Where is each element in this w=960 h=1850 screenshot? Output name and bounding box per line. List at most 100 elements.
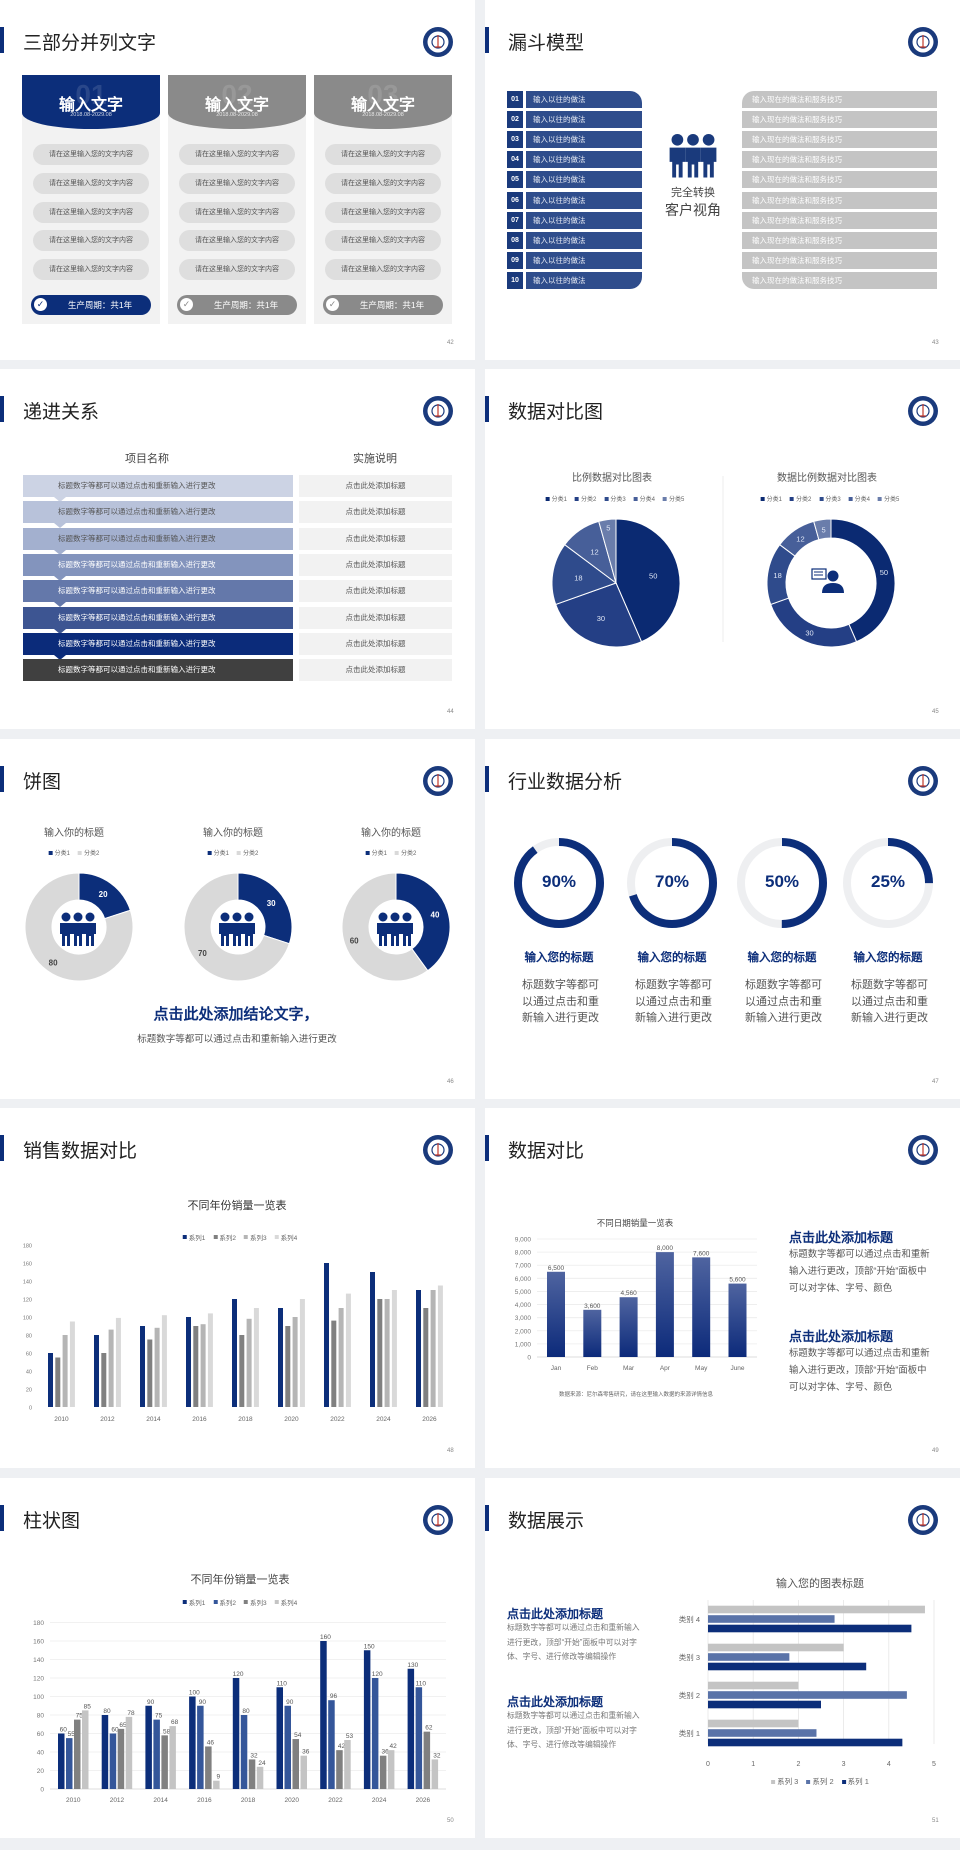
text-pill[interactable]: 请在这里输入您的文字内容 (179, 230, 295, 252)
step-arrow (54, 575, 66, 581)
step-note[interactable]: 点击此处添加标题 (299, 501, 452, 524)
step-note[interactable]: 点击此处添加标题 (299, 553, 452, 576)
current-practice-item[interactable]: 输入现在的做法和服务技巧 (742, 131, 937, 149)
x-tick-label: June (730, 1365, 744, 1372)
text-pill[interactable]: 请在这里输入您的文字内容 (179, 144, 295, 165)
current-practice-item[interactable]: 输入现在的做法和服务技巧 (742, 91, 937, 108)
text-pill[interactable]: 请在这里输入您的文字内容 (325, 259, 441, 281)
y-tick-label: 3,000 (515, 1315, 532, 1322)
text-pill[interactable]: 请在这里输入您的文字内容 (179, 259, 295, 281)
bar-series2-2020 (284, 1705, 291, 1789)
data-label: 90 (147, 1699, 155, 1706)
progression-step[interactable]: 标题数字等都可以通过点击和重新输入进行更改 (23, 553, 293, 576)
step-note[interactable]: 点击此处添加标题 (299, 580, 452, 603)
progression-step[interactable]: 标题数字等都可以通过点击和重新输入进行更改 (23, 580, 293, 603)
hbar-系列 3-类别 4 (708, 1605, 925, 1614)
step-number: 03 (507, 131, 523, 149)
current-practice-item[interactable]: 输入现在的做法和服务技巧 (742, 231, 937, 249)
logo (423, 1505, 453, 1535)
progression-step[interactable]: 标题数字等都可以通过点击和重新输入进行更改 (23, 659, 293, 682)
data-label: 8,000 (657, 1245, 674, 1252)
page-number: 45 (932, 709, 939, 715)
step-note[interactable]: 点击此处添加标题 (299, 659, 452, 682)
progression-step[interactable]: 标题数字等都可以通过点击和重新输入进行更改 (23, 501, 293, 524)
text-pill[interactable]: 请在这里输入您的文字内容 (325, 230, 441, 252)
progression-step[interactable]: 标题数字等都可以通过点击和重新输入进行更改 (23, 475, 293, 497)
legend-swatch (848, 496, 853, 501)
page-number: 46 (447, 1079, 454, 1085)
step-note[interactable]: 点击此处添加标题 (299, 606, 452, 629)
text-pill[interactable]: 请在这里输入您的文字内容 (33, 201, 149, 223)
progression-step[interactable]: 标题数字等都可以通过点击和重新输入进行更改 (23, 632, 293, 655)
category-label: 类别 1 (679, 1728, 700, 1738)
legend-label: 分类2 (84, 851, 100, 857)
center-graphic (669, 133, 717, 178)
slice-label: 50 (649, 571, 657, 580)
current-practice-item[interactable]: 输入现在的做法和服务技巧 (742, 191, 937, 209)
step-note[interactable]: 点击此处添加标题 (299, 632, 452, 655)
x-tick-label: 4 (887, 1761, 891, 1768)
legend-item: 分类3 (604, 494, 626, 503)
note-body: 标题数字等都可以通过点击和重新输入进行更改，顶部“开始”面板中可以对字体、字号、… (789, 1347, 930, 1392)
past-practice-item[interactable]: 输入以往的做法 (526, 131, 642, 149)
data-label: 55 (68, 1731, 76, 1738)
text-pill[interactable]: 请在这里输入您的文字内容 (179, 172, 295, 194)
bar-series4-2014 (161, 1315, 167, 1407)
person-body (685, 147, 701, 178)
text-pill[interactable]: 请在这里输入您的文字内容 (325, 172, 441, 194)
bar-series2-2014 (153, 1719, 160, 1789)
progression-step[interactable]: 标题数字等都可以通过点击和重新输入进行更改 (23, 606, 293, 629)
person-head (687, 133, 699, 146)
current-practice-item[interactable]: 输入现在的做法和服务技巧 (742, 211, 937, 229)
hbar-系列 2-类别 3 (708, 1653, 790, 1661)
data-label: 60 (111, 1727, 119, 1734)
bar-series4-2020 (300, 1755, 307, 1789)
x-tick-label: 2 (796, 1761, 800, 1768)
page-number: 50 (447, 1818, 454, 1824)
speech-bubble (811, 568, 827, 580)
past-practice-item[interactable]: 输入以往的做法 (526, 211, 642, 229)
past-practice-item[interactable]: 输入以往的做法 (526, 111, 642, 129)
data-label: 5,600 (729, 1277, 746, 1284)
bar-series3-2012 (108, 1329, 114, 1407)
current-practice-item[interactable]: 输入现在的做法和服务技巧 (742, 151, 937, 169)
step-arrow (54, 497, 66, 502)
past-practice-item[interactable]: 输入以往的做法 (526, 171, 642, 189)
progression-step[interactable]: 标题数字等都可以通过点击和重新输入进行更改 (23, 527, 293, 550)
hbar-系列 1-类别 2 (708, 1700, 821, 1709)
step-note[interactable]: 点击此处添加标题 (299, 475, 452, 497)
current-practice-item[interactable]: 输入现在的做法和服务技巧 (742, 251, 937, 269)
text-pill[interactable]: 请在这里输入您的文字内容 (325, 201, 441, 223)
past-practice-item[interactable]: 输入以往的做法 (526, 271, 642, 289)
current-practice-item[interactable]: 输入现在的做法和服务技巧 (742, 271, 937, 289)
text-pill[interactable]: 请在这里输入您的文字内容 (325, 144, 441, 165)
category-label: 类别 2 (679, 1690, 700, 1700)
legend-item: 分类1 (365, 848, 387, 857)
legend-item: 分类2 (78, 848, 99, 857)
text-pill[interactable]: 请在这里输入您的文字内容 (33, 230, 149, 252)
text-pill[interactable]: 请在这里输入您的文字内容 (33, 172, 149, 194)
past-practice-item[interactable]: 输入以往的做法 (526, 91, 642, 108)
current-practice-item[interactable]: 输入现在的做法和服务技巧 (742, 111, 937, 129)
past-practice-item[interactable]: 输入以往的做法 (526, 191, 642, 209)
y-tick-label: 2,000 (515, 1328, 532, 1335)
page-number: 48 (447, 1448, 454, 1454)
data-label: 160 (320, 1634, 331, 1641)
past-practice-item[interactable]: 输入以往的做法 (526, 251, 642, 269)
data-label: 78 (127, 1710, 135, 1717)
text-pill[interactable]: 请在这里输入您的文字内容 (33, 144, 149, 165)
bar-series1-2012 (101, 1715, 109, 1789)
text-pill[interactable]: 请在这里输入您的文字内容 (33, 259, 149, 281)
legend-item: 系列2 (213, 1597, 236, 1607)
past-practice-item[interactable]: 输入以往的做法 (526, 231, 642, 249)
bar-series4-2018 (253, 1308, 259, 1407)
legend-swatch (274, 1600, 279, 1604)
past-practice-item[interactable]: 输入以往的做法 (526, 151, 642, 169)
step-note[interactable]: 点击此处添加标题 (299, 527, 452, 550)
step-arrow (54, 628, 66, 634)
legend-label: 系列4 (280, 1600, 298, 1607)
text-pill[interactable]: 请在这里输入您的文字内容 (179, 201, 295, 223)
slide-43: 漏斗模型 43 01 输入以往的做法 输入现在的做法和服务技巧 02 输入以往的做法 输入现在… (485, 0, 960, 360)
current-practice-item[interactable]: 输入现在的做法和服务技巧 (742, 171, 937, 189)
bar-series3-2014 (161, 1735, 168, 1789)
